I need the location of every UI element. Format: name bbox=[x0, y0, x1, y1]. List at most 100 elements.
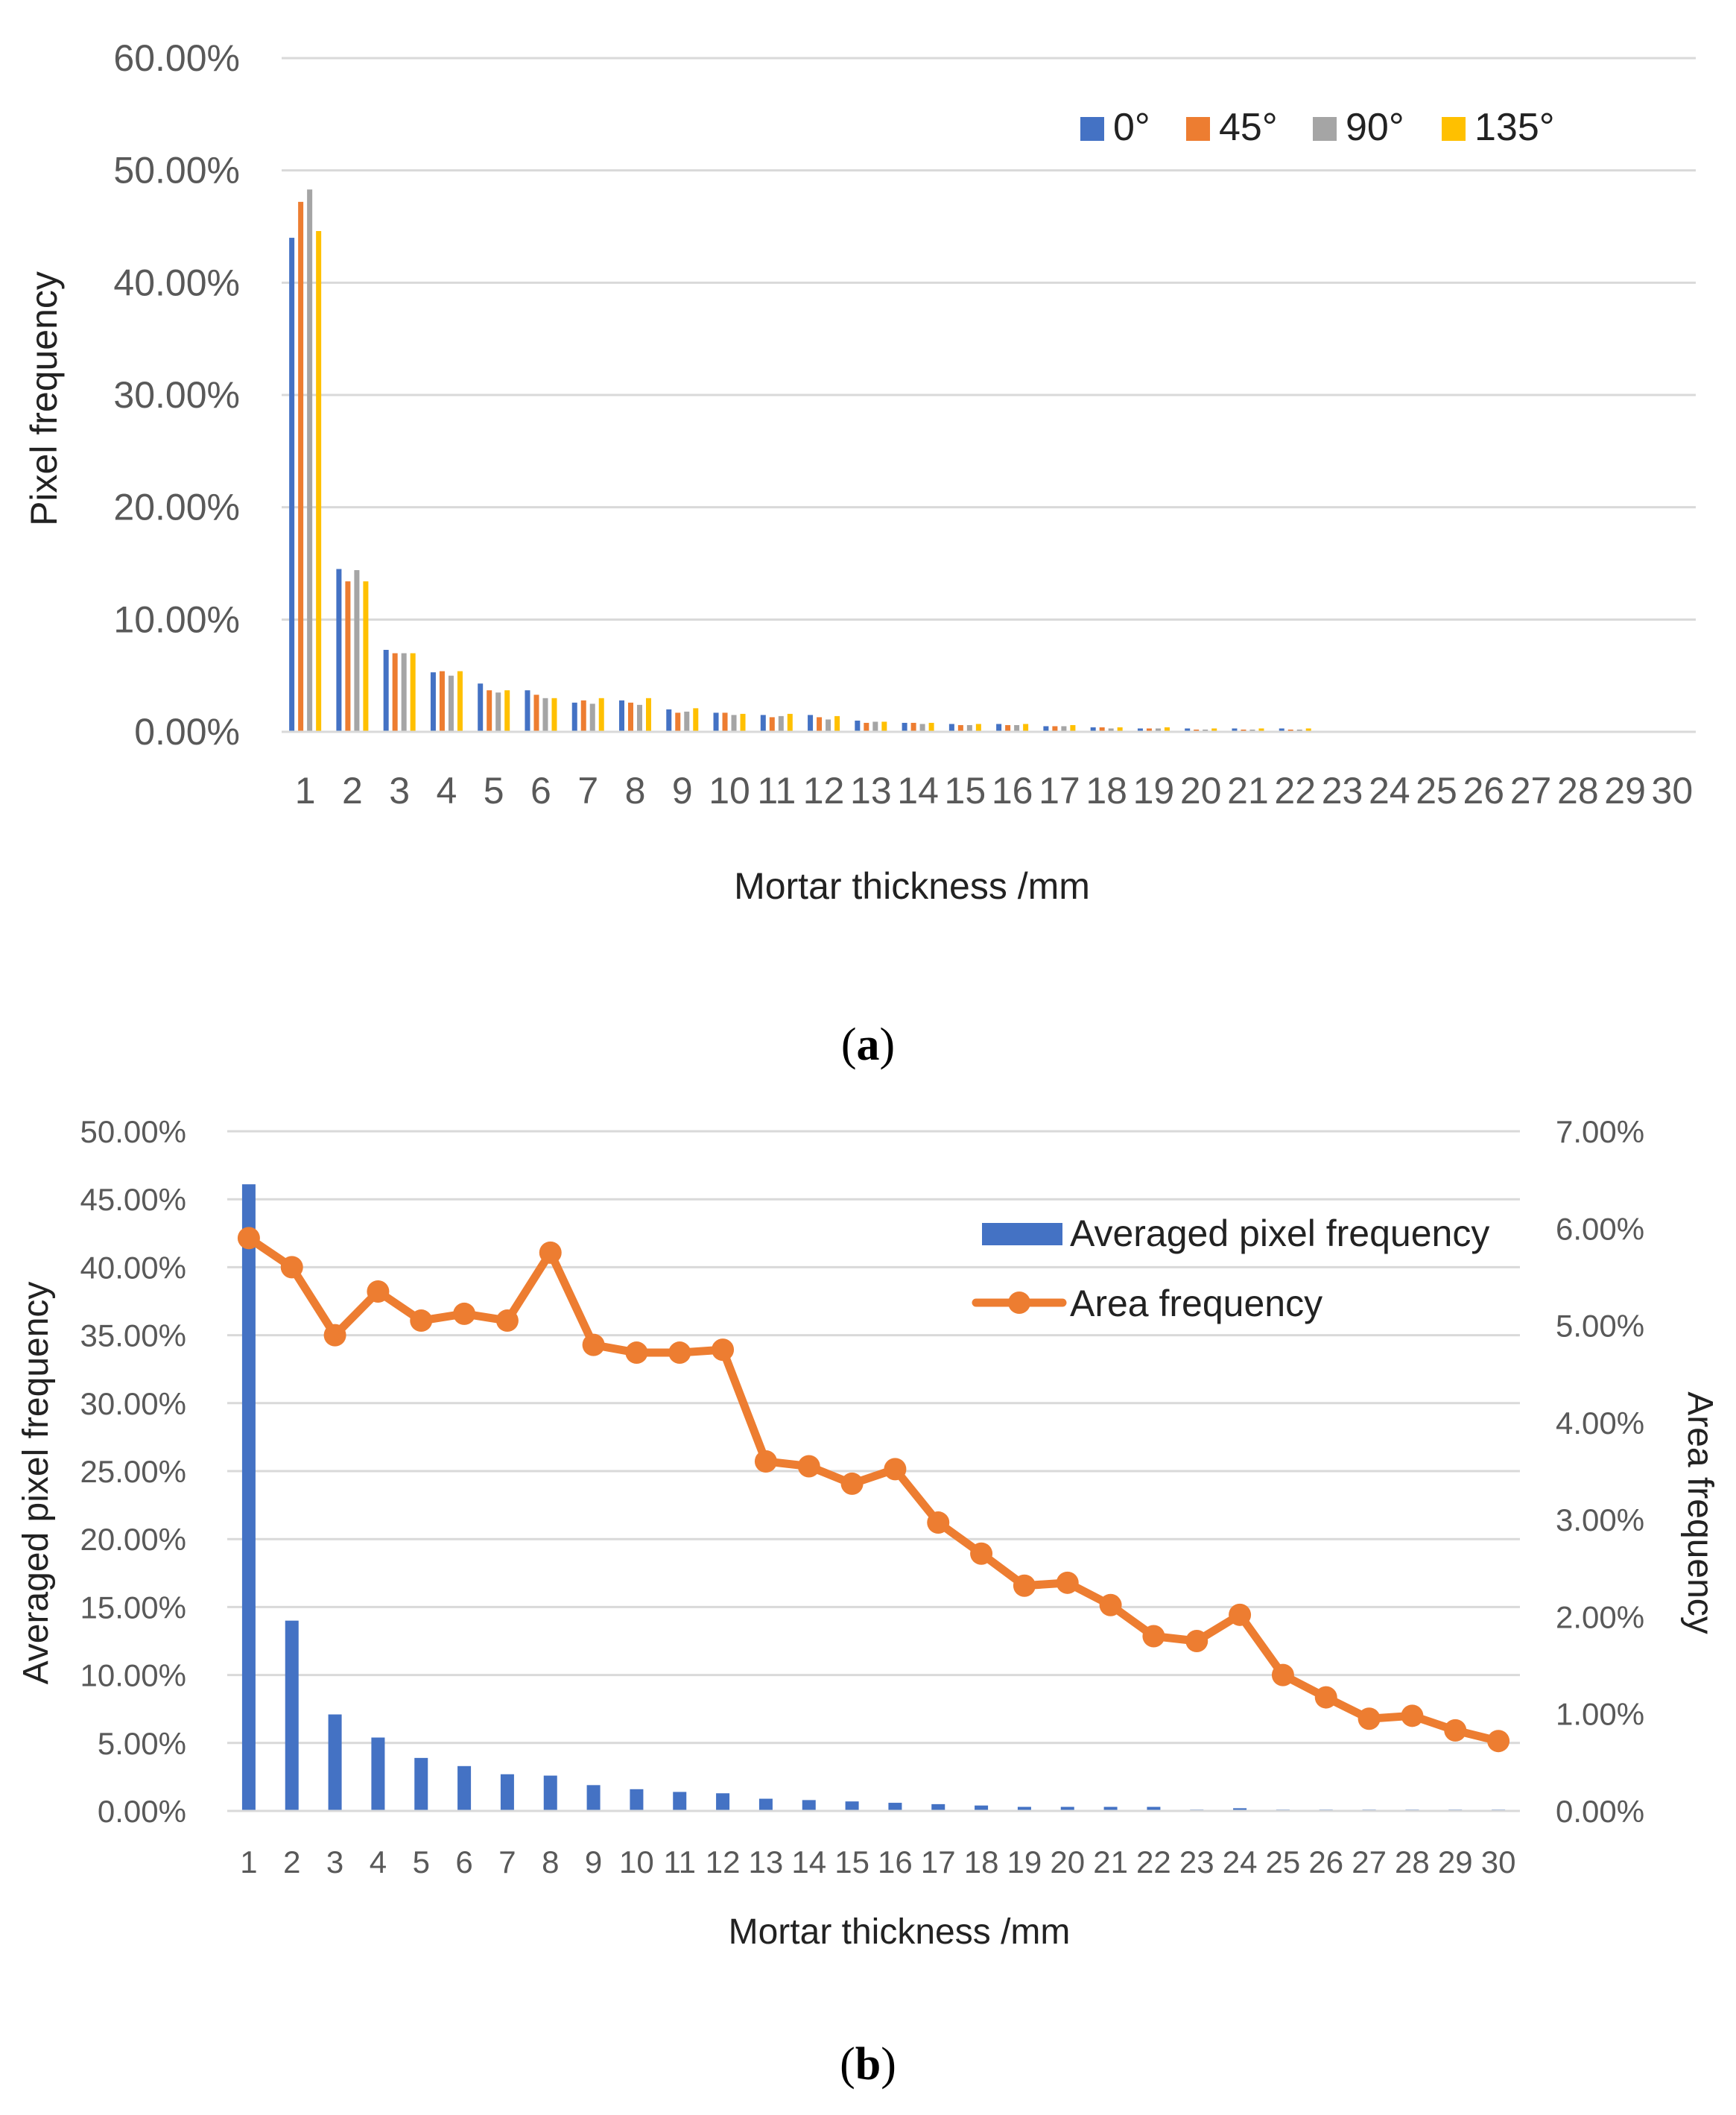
bar-averaged-pixel-frequency bbox=[845, 1801, 859, 1811]
bar-135° bbox=[646, 698, 651, 732]
x-tick-label: 12 bbox=[706, 1844, 741, 1880]
bar-45° bbox=[580, 700, 586, 732]
x-tick-label: 28 bbox=[1557, 770, 1599, 812]
bar-0° bbox=[525, 690, 530, 732]
bar-90° bbox=[307, 189, 313, 732]
legend-label: Averaged pixel frequency bbox=[1070, 1213, 1489, 1254]
bar-averaged-pixel-frequency bbox=[673, 1792, 687, 1811]
x-tick-label: 11 bbox=[663, 1844, 696, 1880]
y-tick-label: 50.00% bbox=[80, 1114, 186, 1149]
x-tick-label: 30 bbox=[1481, 1844, 1516, 1880]
bar-135° bbox=[693, 708, 699, 732]
x-tick-label: 5 bbox=[484, 770, 504, 812]
bar-135° bbox=[975, 724, 981, 732]
bar-0° bbox=[996, 724, 1002, 732]
bar-0° bbox=[336, 569, 342, 732]
bar-45° bbox=[1052, 726, 1058, 732]
area-frequency-point bbox=[582, 1333, 605, 1356]
bar-45° bbox=[1146, 728, 1152, 732]
x-tick-label: 5 bbox=[413, 1844, 430, 1880]
y2-tick-label: 0.00% bbox=[1556, 1794, 1644, 1829]
y-tick-label: 40.00% bbox=[113, 262, 240, 303]
bar-averaged-pixel-frequency bbox=[1103, 1806, 1118, 1811]
x-tick-label: 4 bbox=[437, 770, 457, 812]
bar-averaged-pixel-frequency bbox=[328, 1714, 342, 1811]
area-frequency-point bbox=[712, 1338, 735, 1362]
area-frequency-point bbox=[625, 1341, 648, 1365]
bar-0° bbox=[383, 650, 389, 732]
x-tick-label: 27 bbox=[1352, 1844, 1387, 1880]
x-tick-label: 2 bbox=[342, 770, 363, 812]
y-tick-label: 25.00% bbox=[80, 1454, 186, 1489]
y-tick-label: 40.00% bbox=[80, 1250, 186, 1285]
x-tick-label: 9 bbox=[672, 770, 693, 812]
bar-90° bbox=[354, 570, 360, 732]
bar-45° bbox=[628, 702, 633, 732]
y-tick-label: 0.00% bbox=[134, 711, 240, 753]
bar-0° bbox=[571, 702, 577, 732]
bar-135° bbox=[834, 715, 840, 732]
x-tick-label: 16 bbox=[992, 770, 1033, 812]
y-tick-label: 60.00% bbox=[113, 37, 240, 79]
bar-averaged-pixel-frequency bbox=[716, 1793, 730, 1811]
x-tick-label: 7 bbox=[498, 1844, 516, 1880]
x-tick-label: 22 bbox=[1274, 770, 1316, 812]
area-frequency-point bbox=[1013, 1574, 1036, 1597]
area-frequency-point bbox=[1401, 1704, 1424, 1727]
bar-90° bbox=[826, 719, 831, 732]
bar-135° bbox=[928, 722, 934, 732]
bar-averaged-pixel-frequency bbox=[241, 1184, 256, 1811]
bar-0° bbox=[808, 715, 814, 732]
y-tick-label: 15.00% bbox=[80, 1590, 186, 1625]
y2-tick-label: 7.00% bbox=[1556, 1114, 1644, 1149]
x-tick-label: 27 bbox=[1510, 770, 1552, 812]
y-tick-label: 10.00% bbox=[80, 1658, 186, 1693]
x-tick-label: 9 bbox=[585, 1844, 602, 1880]
x-tick-label: 3 bbox=[389, 770, 410, 812]
bar-135° bbox=[316, 231, 322, 732]
bar-0° bbox=[1090, 727, 1096, 732]
bar-0° bbox=[1043, 726, 1049, 732]
bar-135° bbox=[504, 690, 510, 732]
bar-135° bbox=[1211, 728, 1217, 732]
x-axis-title: Mortar thickness /mm bbox=[729, 1912, 1071, 1952]
bar-averaged-pixel-frequency bbox=[931, 1803, 945, 1811]
area-frequency-point bbox=[323, 1324, 346, 1347]
bar-45° bbox=[1287, 729, 1293, 732]
bar-135° bbox=[1023, 724, 1029, 732]
x-tick-label: 13 bbox=[749, 1844, 784, 1880]
area-frequency-point bbox=[1487, 1730, 1510, 1753]
y-tick-label: 5.00% bbox=[98, 1726, 186, 1761]
bar-45° bbox=[910, 722, 916, 732]
bar-90° bbox=[778, 715, 784, 732]
bar-90° bbox=[872, 721, 878, 732]
x-tick-label: 14 bbox=[791, 1844, 826, 1880]
bar-averaged-pixel-frequency bbox=[1147, 1806, 1161, 1811]
x-tick-label: 23 bbox=[1179, 1844, 1214, 1880]
x-tick-label: 19 bbox=[1133, 770, 1175, 812]
bar-0° bbox=[713, 712, 719, 732]
x-tick-label: 6 bbox=[530, 770, 551, 812]
panel-a-chart: 0.00% 10.00% 20.00% 30.00% 40.00% 50.00% 60.00… bbox=[23, 37, 1696, 1070]
panel-b-chart: 0.00%5.00%10.00%15.00%20.00%25.00%30.00%… bbox=[16, 1114, 1720, 2090]
legend-swatch-0° bbox=[1080, 117, 1104, 141]
x-tick-label: 15 bbox=[945, 770, 986, 812]
bar-averaged-pixel-frequency bbox=[457, 1765, 472, 1811]
area-frequency-point bbox=[1185, 1630, 1208, 1652]
x-tick-label: 30 bbox=[1652, 770, 1694, 812]
bar-averaged-pixel-frequency bbox=[500, 1774, 514, 1811]
legend-label: Area frequency bbox=[1070, 1283, 1322, 1324]
area-frequency-point bbox=[280, 1256, 303, 1279]
area-frequency-point bbox=[1358, 1707, 1381, 1730]
bar-135° bbox=[787, 713, 793, 732]
bar-0° bbox=[1279, 728, 1284, 732]
panel-label-b: (b) bbox=[840, 2039, 896, 2090]
x-tick-label: 18 bbox=[964, 1844, 999, 1880]
x-tick-label: 25 bbox=[1266, 1844, 1301, 1880]
bar-90° bbox=[401, 653, 407, 732]
x-tick-label: 3 bbox=[326, 1844, 343, 1880]
legend-swatch-averaged-pixel-frequency bbox=[982, 1223, 1062, 1245]
y2-axis-title: Area frequency bbox=[1680, 1391, 1720, 1634]
bar-45° bbox=[298, 201, 304, 732]
bar-135° bbox=[1164, 727, 1170, 732]
